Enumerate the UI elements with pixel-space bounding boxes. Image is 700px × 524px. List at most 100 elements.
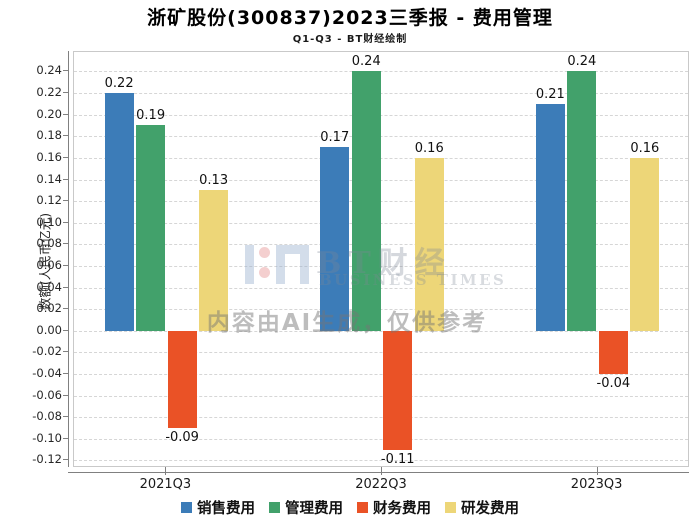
y-tick-mark xyxy=(63,416,68,418)
y-tick-label: 0.02 xyxy=(36,301,62,316)
y-tick-label: 0.24 xyxy=(36,63,62,78)
bar-管理费用-2023Q3 xyxy=(567,71,597,331)
legend-item-管理费用: 管理费用 xyxy=(269,497,343,518)
chart-subtitle: Q1-Q3 - BT财经绘制 xyxy=(292,34,408,45)
bar-value-label: 0.19 xyxy=(136,108,166,124)
y-tick-label: 0.08 xyxy=(36,236,62,251)
y-tick-label: 0.10 xyxy=(36,214,62,229)
y-gridline xyxy=(74,352,688,354)
x-tick-label: 2023Q3 xyxy=(570,477,623,492)
y-tick-mark xyxy=(63,329,68,331)
y-gridline xyxy=(74,201,688,203)
y-gridline xyxy=(74,179,688,181)
legend-label: 研发费用 xyxy=(461,501,519,517)
y-tick-mark xyxy=(63,437,68,439)
bar-value-label: -0.04 xyxy=(596,375,631,391)
bar-value-label: 0.16 xyxy=(414,140,444,156)
x-tick-mark xyxy=(381,467,382,475)
y-tick-mark xyxy=(63,394,68,396)
bar-研发费用-2023Q3 xyxy=(630,157,660,331)
bar-value-label: 0.22 xyxy=(104,76,134,92)
y-tick-mark xyxy=(63,200,68,202)
x-tick-label: 2022Q3 xyxy=(355,477,407,492)
bar-value-label: -0.11 xyxy=(380,451,415,467)
y-tick-mark xyxy=(63,156,68,158)
legend-item-财务费用: 财务费用 xyxy=(357,497,431,518)
bar-研发费用-2021Q3 xyxy=(199,190,229,331)
y-tick-mark xyxy=(63,459,68,461)
y-gridline xyxy=(74,71,688,73)
y-tick-label: 0.04 xyxy=(36,279,62,294)
y-gridline xyxy=(74,460,688,462)
y-gridline xyxy=(74,222,688,224)
y-gridline xyxy=(74,136,688,138)
y-tick-mark xyxy=(63,178,68,180)
y-tick-mark xyxy=(63,221,68,223)
legend-label: 财务费用 xyxy=(373,501,431,517)
bar-研发费用-2022Q3 xyxy=(414,157,444,331)
bar-value-label: 0.16 xyxy=(630,140,660,156)
y-tick-label: -0.04 xyxy=(32,365,62,380)
legend-swatch-icon xyxy=(181,502,192,513)
y-tick-label: 0.22 xyxy=(36,85,62,100)
y-gridline xyxy=(74,373,688,375)
legend-swatch-icon xyxy=(445,502,456,513)
y-tick-mark xyxy=(63,351,68,353)
legend-item-研发费用: 研发费用 xyxy=(445,497,519,518)
y-gridline xyxy=(74,244,688,246)
x-tick-label: 2021Q3 xyxy=(139,477,192,492)
y-tick-mark xyxy=(63,113,68,115)
bar-销售费用-2022Q3 xyxy=(320,147,350,331)
legend-swatch-icon xyxy=(357,502,368,513)
y-gridline xyxy=(74,157,688,159)
y-gridline xyxy=(74,395,688,397)
legend-swatch-icon xyxy=(269,502,280,513)
y-gridline xyxy=(74,330,688,332)
y-gridline xyxy=(74,309,688,311)
y-tick-mark xyxy=(63,92,68,94)
legend-item-销售费用: 销售费用 xyxy=(181,497,255,518)
y-tick-mark xyxy=(63,135,68,137)
legend-label: 销售费用 xyxy=(197,501,255,517)
y-tick-label: -0.12 xyxy=(32,452,62,467)
y-gridline xyxy=(74,417,688,419)
y-tick-label: -0.08 xyxy=(32,409,62,424)
y-tick-label: 0.12 xyxy=(36,193,62,208)
y-tick-label: -0.06 xyxy=(32,387,62,402)
bar-value-label: 0.13 xyxy=(199,173,229,189)
y-tick-label: 0.00 xyxy=(36,322,62,337)
y-tick-label: 0.18 xyxy=(36,128,62,143)
bar-value-label: -0.09 xyxy=(165,430,199,446)
legend: 销售费用 管理费用 财务费用 研发费用 xyxy=(0,497,700,518)
chart-title: 浙矿股份(300837)2023三季报 - 费用管理 xyxy=(147,7,553,29)
y-tick-mark xyxy=(63,70,68,72)
y-tick-label: -0.10 xyxy=(32,430,62,445)
y-gridline xyxy=(74,438,688,440)
bar-财务费用-2022Q3 xyxy=(383,330,413,450)
x-tick-mark xyxy=(596,467,598,475)
bar-value-label: 0.21 xyxy=(535,86,565,102)
bar-value-label: 0.17 xyxy=(320,130,350,146)
y-tick-label: 0.16 xyxy=(36,149,62,164)
y-gridline xyxy=(74,265,688,267)
bar-销售费用-2021Q3 xyxy=(104,93,134,331)
y-tick-mark xyxy=(63,243,68,245)
y-tick-label: 0.20 xyxy=(36,106,62,121)
bar-管理费用-2021Q3 xyxy=(136,125,166,331)
y-tick-label: -0.02 xyxy=(32,344,62,359)
x-tick-mark xyxy=(165,467,167,475)
y-gridline xyxy=(74,287,688,289)
y-tick-mark xyxy=(63,286,68,288)
legend-label: 管理费用 xyxy=(285,501,343,517)
bar-财务费用-2023Q3 xyxy=(598,330,628,374)
plot-area: 0.22 0.19 -0.09 0.13 0.17 0.24 -0.11 0.16 0.21 0.… xyxy=(73,51,689,467)
y-axis-spine xyxy=(68,51,69,467)
y-tick-mark xyxy=(63,372,68,374)
y-tick-mark xyxy=(63,308,68,310)
bar-管理费用-2022Q3 xyxy=(351,71,381,331)
y-tick-label: 0.06 xyxy=(36,257,62,272)
x-axis-spine xyxy=(68,472,689,473)
bar-财务费用-2021Q3 xyxy=(167,330,197,428)
bar-销售费用-2023Q3 xyxy=(535,103,565,331)
